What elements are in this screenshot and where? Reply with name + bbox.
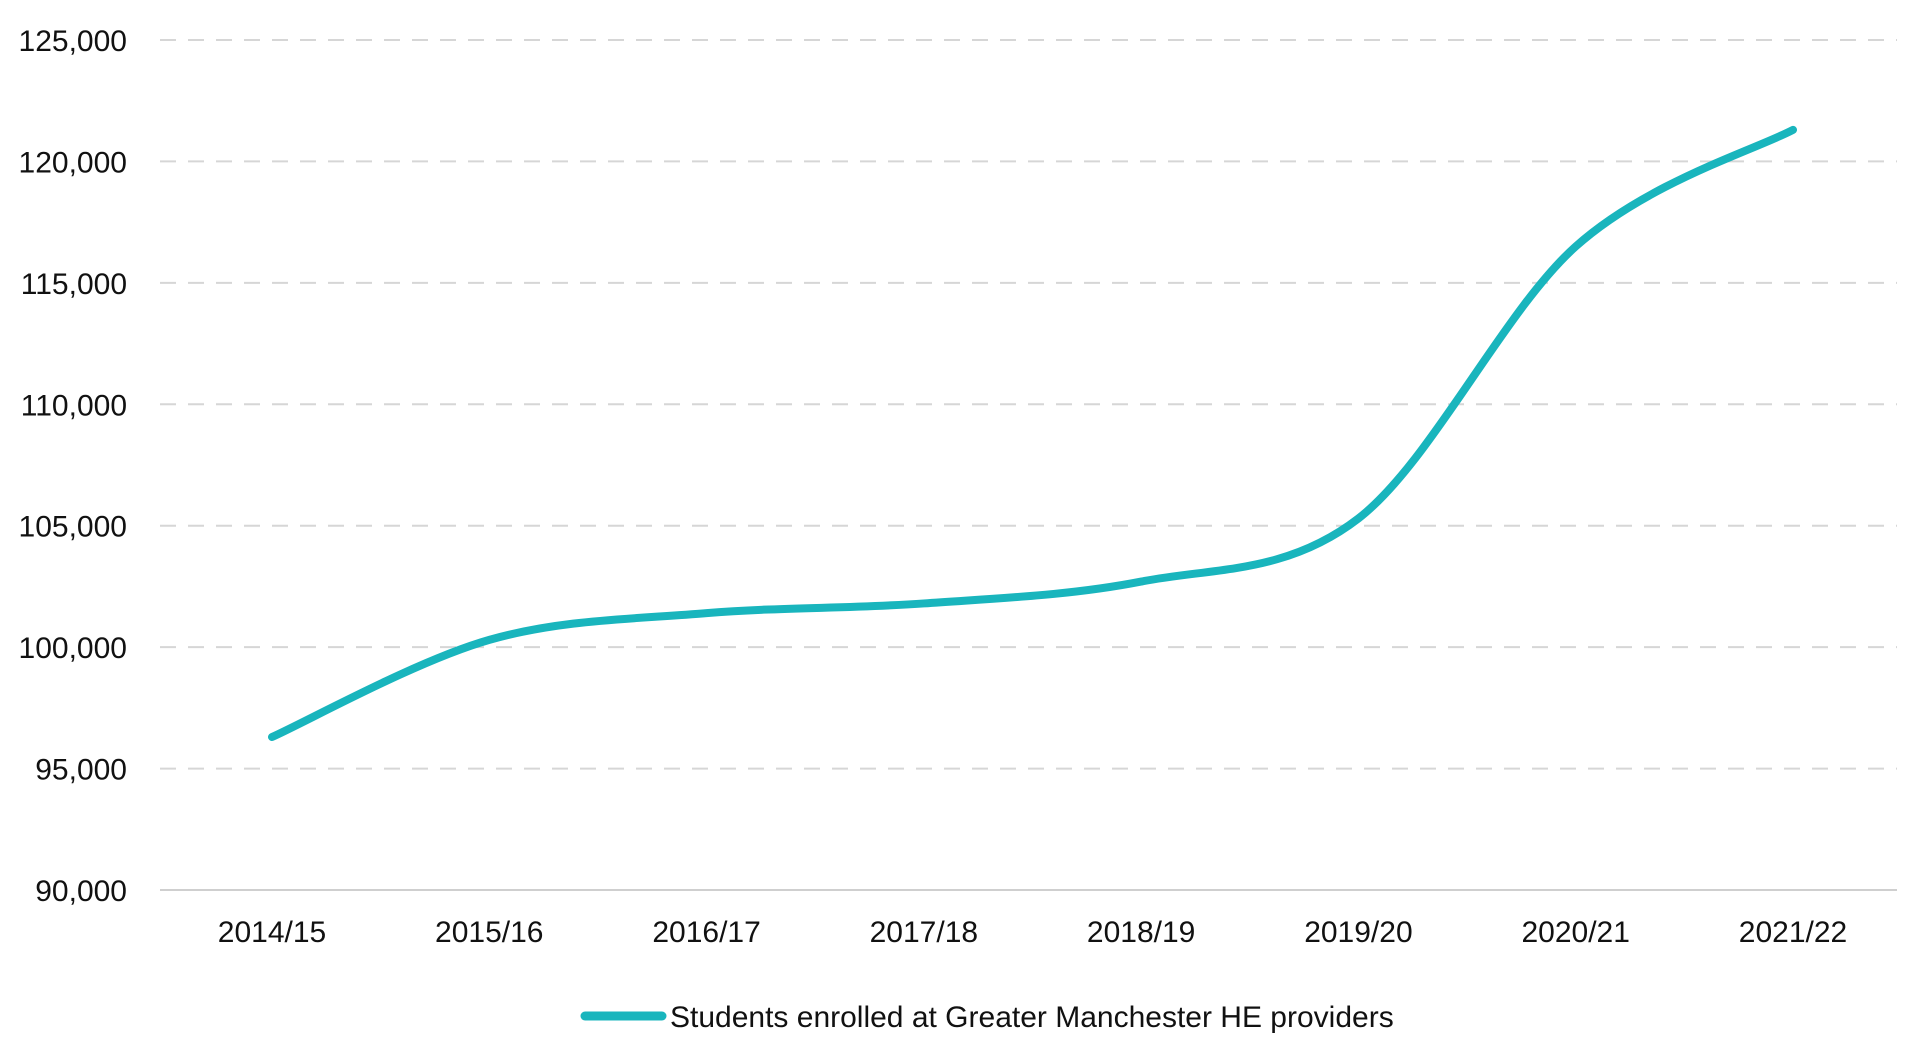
x-tick-label: 2015/16	[435, 916, 543, 949]
y-axis: 90,000 95,000 100,000 105,000 110,000 115,000…	[19, 25, 127, 908]
data-point	[1789, 126, 1797, 134]
x-tick-label: 2019/20	[1304, 916, 1412, 949]
legend-label-students: Students enrolled at Greater Manchester …	[670, 1001, 1394, 1034]
y-tick-label: 100,000	[19, 632, 127, 665]
y-tick-label: 90,000	[35, 875, 127, 908]
data-point	[485, 636, 493, 644]
y-tick-label: 125,000	[19, 25, 127, 58]
data-point	[1572, 242, 1580, 250]
y-tick-label: 115,000	[21, 268, 127, 301]
x-axis: 2014/15 2015/16 2016/17 2017/18 2018/19 2019/…	[218, 916, 1847, 949]
x-tick-label: 2016/17	[652, 916, 760, 949]
y-tick-label: 95,000	[35, 754, 127, 787]
series-line-students	[268, 125, 1797, 741]
y-tick-label: 120,000	[19, 146, 127, 179]
gridlines	[160, 39, 1897, 891]
data-point	[703, 609, 711, 617]
legend: Students enrolled at Greater Manchester …	[580, 1001, 1394, 1034]
data-point	[1354, 514, 1362, 522]
y-tick-label: 110,000	[21, 389, 127, 422]
x-tick-label: 2017/18	[870, 916, 978, 949]
data-point	[268, 733, 276, 741]
data-point	[1137, 578, 1145, 586]
x-tick-label: 2020/21	[1521, 916, 1629, 949]
x-tick-label: 2014/15	[218, 916, 326, 949]
data-point	[920, 599, 928, 607]
x-tick-label: 2021/22	[1739, 916, 1847, 949]
y-tick-label: 105,000	[19, 511, 127, 544]
series	[268, 125, 1797, 741]
x-tick-label: 2018/19	[1087, 916, 1195, 949]
